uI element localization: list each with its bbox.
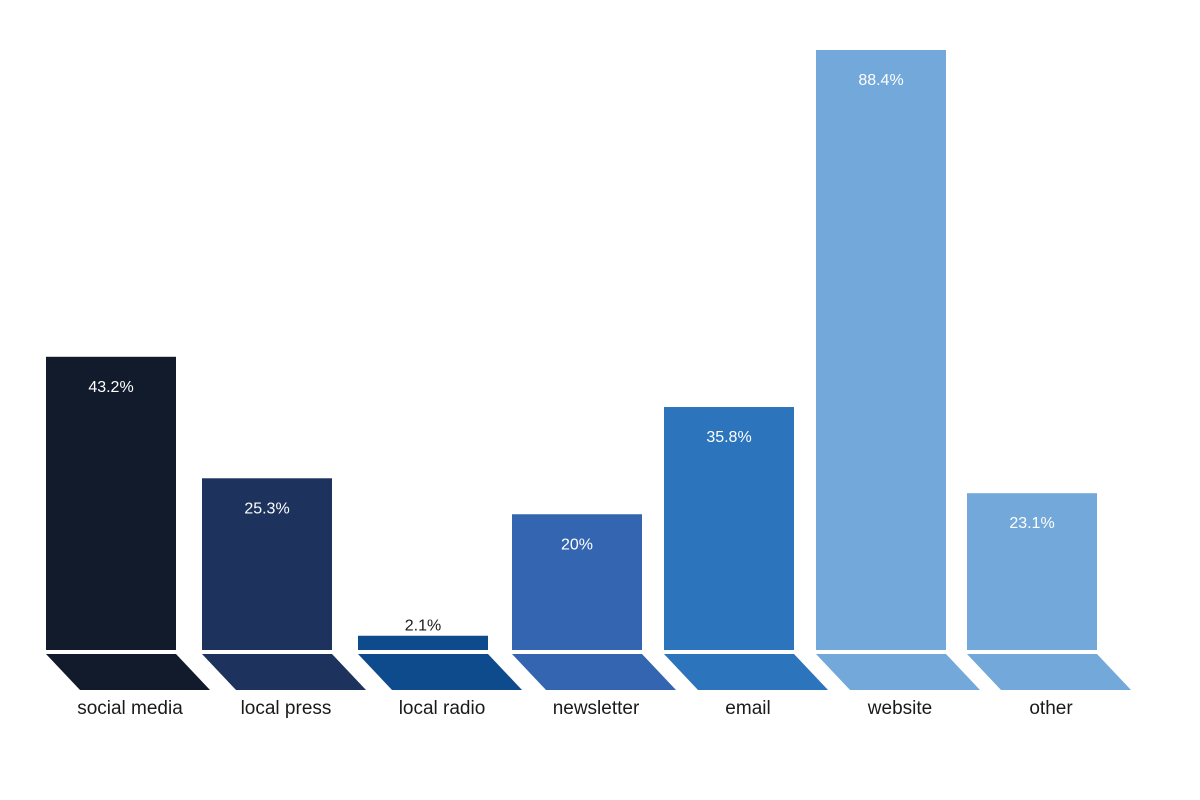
category-label-email: email [725, 698, 770, 719]
bar-base-local-radio [358, 654, 522, 690]
category-label-other: other [1029, 698, 1073, 719]
category-label-local-radio: local radio [399, 698, 486, 719]
value-label-other: 23.1% [1009, 515, 1054, 532]
category-labels-layer: social media local press local radio newsle… [77, 698, 1073, 719]
category-label-website: website [867, 698, 932, 719]
category-label-local-press: local press [241, 698, 332, 719]
category-label-social-media: social media [77, 698, 183, 719]
bar-base-email [664, 654, 828, 690]
bars-layer [46, 50, 1097, 650]
bar-base-website [816, 654, 980, 690]
bar-base-other [967, 654, 1131, 690]
value-label-local-radio: 2.1% [405, 618, 441, 635]
value-label-website: 88.4% [858, 72, 903, 89]
bar-social-media [46, 356, 176, 650]
bar-newsletter [512, 514, 642, 650]
value-label-local-press: 25.3% [244, 500, 289, 517]
bar-base-newsletter [512, 654, 676, 690]
bar-bases-layer [46, 654, 1131, 690]
bar-local-radio [358, 635, 488, 650]
value-labels-layer: 43.2% 25.3% 2.1% 20% 35.8% 88.4% 23.1% [88, 72, 1054, 635]
bar-local-press [202, 478, 332, 650]
bar-base-social-media [46, 654, 210, 690]
value-label-newsletter: 20% [561, 536, 593, 553]
bar-website [816, 50, 946, 650]
bar-base-local-press [202, 654, 366, 690]
bar-email [664, 407, 794, 650]
value-label-email: 35.8% [706, 429, 751, 446]
value-label-social-media: 43.2% [88, 379, 133, 396]
category-label-newsletter: newsletter [553, 698, 640, 719]
bar-other [967, 493, 1097, 650]
